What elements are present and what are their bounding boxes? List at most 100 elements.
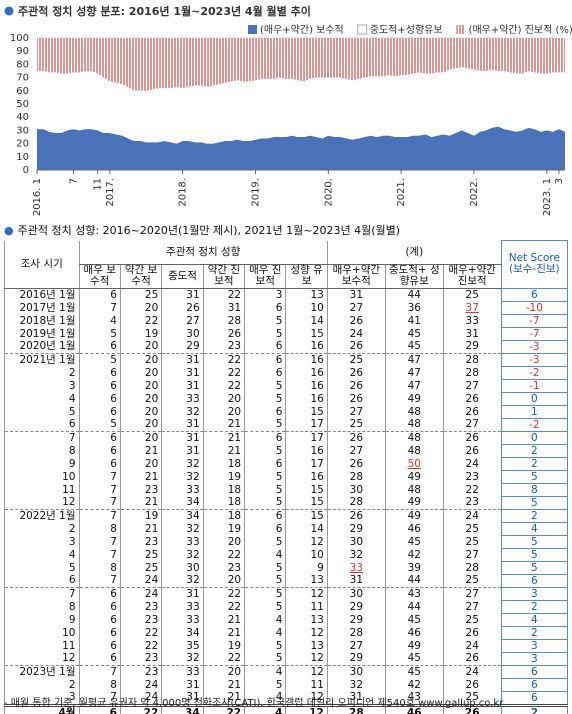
table-cell: 27 bbox=[442, 379, 502, 392]
table-cell: 25 bbox=[119, 288, 162, 301]
table-cell: 29 bbox=[161, 340, 204, 353]
header-row: 조사 시기 주관적 정치 성향 (계) Net Score (보수-진보) bbox=[4, 240, 569, 289]
table-cell: 49 bbox=[384, 392, 444, 405]
table-row: 8 6 23 33 22 5 11 29 44 27 2 bbox=[4, 599, 569, 614]
table-cell: 4 bbox=[244, 691, 286, 705]
table-cell: 26 bbox=[442, 626, 502, 639]
table-cell: 23 bbox=[442, 496, 502, 509]
table-cell: 32 bbox=[161, 548, 204, 561]
table-cell: 44 bbox=[384, 288, 444, 301]
table-cell: 1 bbox=[500, 404, 569, 419]
table-cell: 31 bbox=[161, 444, 204, 457]
table-cell: 16 bbox=[285, 340, 328, 353]
table-cell: 32 bbox=[161, 522, 204, 535]
y-tick-label: 100 bbox=[10, 33, 29, 44]
table-cell: 27 bbox=[442, 548, 502, 561]
table-cell: 25 bbox=[442, 535, 502, 548]
table-cell: 25 bbox=[326, 352, 386, 366]
table-cell: 5 bbox=[244, 586, 286, 600]
table-cell: 2023년 1월 bbox=[4, 664, 79, 678]
table-cell: 33 bbox=[161, 483, 204, 496]
y-tick-label: 40 bbox=[16, 112, 29, 123]
table-cell: 48 bbox=[384, 430, 444, 444]
table-cell: 5 bbox=[500, 534, 569, 549]
table-cell: 13 bbox=[285, 574, 328, 587]
table-row: 2016년 1월 6 25 31 22 3 13 31 44 25 6 bbox=[4, 287, 569, 302]
table-cell: 28 bbox=[326, 496, 386, 509]
table-cell: 33 bbox=[161, 664, 204, 678]
table-row: 11 7 23 33 18 5 15 30 48 22 8 bbox=[4, 482, 569, 497]
table-cell: 6 bbox=[78, 639, 121, 652]
table-cell: 5 bbox=[78, 327, 121, 340]
table-row: 3 7 23 33 20 5 12 30 45 25 5 bbox=[4, 534, 569, 549]
table-cell: 5 bbox=[244, 418, 286, 431]
table-cell: 7 bbox=[78, 483, 121, 496]
table-cell: 6 bbox=[78, 586, 121, 600]
bullet bbox=[4, 6, 14, 16]
table-cell: 33 bbox=[326, 561, 386, 574]
table-cell: 23 bbox=[202, 561, 245, 574]
table-cell: 26 bbox=[326, 457, 386, 470]
table-cell: 32 bbox=[326, 678, 386, 691]
table-cell: 20 bbox=[119, 392, 162, 405]
table-cell: 26 bbox=[442, 652, 502, 665]
table-cell: 42 bbox=[384, 678, 444, 691]
table-cell: 29 bbox=[326, 652, 386, 665]
table-cell: 20 bbox=[202, 392, 245, 405]
table-cell: 24 bbox=[119, 586, 162, 600]
table-cell: 10 bbox=[285, 548, 328, 561]
table-row: 11 6 22 35 19 5 13 27 49 24 3 bbox=[4, 638, 569, 653]
table-cell: 5 bbox=[244, 444, 286, 457]
table-cell: 8 bbox=[500, 482, 569, 497]
table-cell: 2 bbox=[500, 599, 569, 614]
table-cell: 31 bbox=[326, 574, 386, 587]
table-cell: 5 bbox=[244, 561, 286, 574]
header-cell: 성향 유보 bbox=[285, 264, 328, 289]
table-cell: 20 bbox=[202, 664, 245, 678]
table-cell: 22 bbox=[119, 314, 162, 327]
table-cell: 30 bbox=[326, 483, 386, 496]
table-cell: -7 bbox=[500, 326, 569, 341]
table-cell: 26 bbox=[161, 301, 204, 314]
table-cell: 7 bbox=[78, 470, 121, 483]
table-cell: 31 bbox=[442, 327, 502, 340]
table-cell: 4 bbox=[500, 612, 569, 627]
table-cell: 5 bbox=[500, 469, 569, 484]
table-cell: 23 bbox=[442, 470, 502, 483]
table-cell: 19 bbox=[119, 327, 162, 340]
table-cell: 27 bbox=[326, 405, 386, 418]
table-cell: 5 bbox=[244, 314, 286, 327]
table-cell: 45 bbox=[384, 664, 444, 678]
table-cell: 3 bbox=[4, 691, 79, 705]
table-cell: 19 bbox=[202, 522, 245, 535]
table-cell: 2 bbox=[500, 625, 569, 640]
table-cell: 6 bbox=[78, 366, 121, 379]
table-title: 주관적 정치 성향: 2016~2020년(1월만 제시), 2021년 1월~… bbox=[4, 222, 400, 238]
table-cell: 29 bbox=[442, 340, 502, 353]
table-cell: 5 bbox=[244, 574, 286, 587]
table-cell: 27 bbox=[326, 444, 386, 457]
table-cell: 13 bbox=[285, 639, 328, 652]
table-cell: 34 bbox=[161, 626, 204, 639]
table-cell: 5 bbox=[244, 639, 286, 652]
table-row: 4월 6 22 34 22 4 12 28 46 26 2 bbox=[4, 703, 569, 714]
table-cell: 4월 bbox=[4, 703, 79, 714]
legend-swatch bbox=[248, 25, 257, 34]
table-cell: 46 bbox=[384, 703, 444, 714]
table-cell: 7 bbox=[78, 496, 121, 509]
table-cell: 20 bbox=[119, 366, 162, 379]
table-cell: 26 bbox=[202, 327, 245, 340]
table-cell: 32 bbox=[161, 405, 204, 418]
table-row: 12 6 23 32 22 5 12 29 45 26 3 bbox=[4, 651, 569, 666]
table-cell: 44 bbox=[384, 600, 444, 613]
table-cell: 20 bbox=[202, 535, 245, 548]
table-cell: 24 bbox=[442, 664, 502, 678]
table-cell: 16 bbox=[285, 444, 328, 457]
table-cell: 6 bbox=[244, 522, 286, 535]
table-cell: 2021년 1월 bbox=[4, 352, 79, 366]
table-cell: 7 bbox=[78, 508, 121, 522]
y-tick-label: 10 bbox=[16, 152, 29, 163]
table-cell: 2022년 1월 bbox=[4, 508, 79, 522]
table-cell: 7 bbox=[78, 301, 121, 314]
table-cell: -1 bbox=[500, 378, 569, 393]
